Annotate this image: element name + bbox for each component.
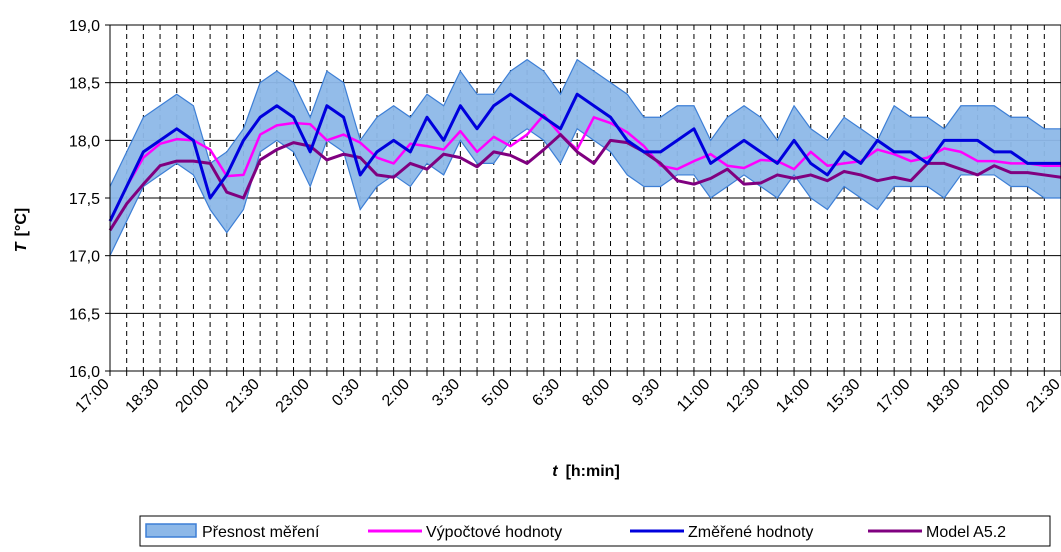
y-axis-variable: T <box>13 241 30 252</box>
y-tick-label: 16,0 <box>69 364 100 381</box>
x-tick-label: 21:30 <box>1023 376 1061 416</box>
y-tick-label: 18,5 <box>69 76 100 93</box>
legend-label-band: Přesnost měření <box>202 524 320 541</box>
plot-series <box>108 58 1061 256</box>
accuracy-band-upper <box>109 58 1061 187</box>
y-tick-label: 18,0 <box>69 133 100 150</box>
x-axis-title: t [h:min] <box>552 463 620 480</box>
legend-label-model: Model A5.2 <box>926 524 1006 541</box>
x-tick-label: 3:30 <box>429 376 463 410</box>
y-tick-label: 17,5 <box>69 191 100 208</box>
legend-label-calc: Výpočtové hodnoty <box>426 524 562 541</box>
x-tick-label: 9:30 <box>629 376 663 410</box>
y-axis-unit: [°C] <box>13 208 30 237</box>
x-tick-label: 20:00 <box>973 376 1013 416</box>
x-tick-label: 15:30 <box>823 376 863 416</box>
x-tick-label: 5:00 <box>479 376 513 410</box>
x-tick-label: 14:00 <box>773 376 813 416</box>
y-tick-label: 16,5 <box>69 306 100 323</box>
legend-swatch-band <box>145 523 197 538</box>
x-axis-ticks: 17:00 18:30 20:00 21:30 23:00 0:30 2:00 3:30 5:0… <box>72 371 1061 416</box>
legend: Přesnost měření Výpočtové hodnoty Změřen… <box>139 515 1051 547</box>
y-axis-title: T [°C] <box>13 208 30 252</box>
series-line-model <box>108 133 1061 232</box>
x-tick-label: 8:00 <box>579 376 613 410</box>
accuracy-band <box>110 59 1061 256</box>
x-tick-label: 6:30 <box>529 376 563 410</box>
x-tick-label: 11:00 <box>674 376 714 416</box>
y-tick-label: 17,0 <box>69 249 100 266</box>
y-axis-ticks: 16,0 16,5 17,0 17,5 18,0 18,5 19,0 <box>69 18 110 381</box>
x-axis-unit: [h:min] <box>566 463 620 480</box>
series-line-calculated <box>108 113 1061 222</box>
legend-label-measured: Změřené hodnoty <box>688 524 813 541</box>
x-tick-label: 17:00 <box>72 376 112 416</box>
x-tick-label: 18:30 <box>123 376 163 416</box>
x-tick-label: 20:00 <box>173 376 213 416</box>
x-tick-label: 0:30 <box>329 376 363 410</box>
y-tick-label: 19,0 <box>69 18 100 35</box>
x-tick-label: 12:30 <box>723 376 763 416</box>
x-axis-variable: t <box>552 463 558 480</box>
x-tick-label: 2:00 <box>379 376 413 410</box>
x-tick-label: 18:30 <box>923 376 963 416</box>
x-tick-label: 21:30 <box>223 376 263 416</box>
x-tick-label: 17:00 <box>873 376 913 416</box>
x-tick-label: 23:00 <box>273 376 313 416</box>
series-line-measured <box>108 92 1061 222</box>
